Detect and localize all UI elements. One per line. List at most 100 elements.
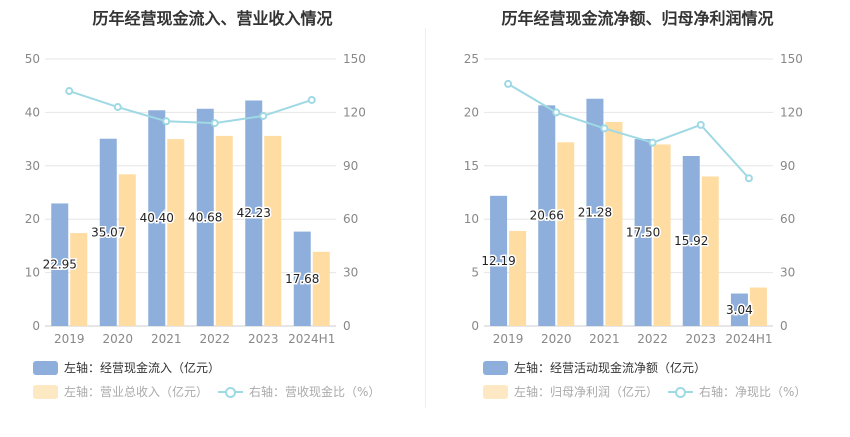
bar-series-1 bbox=[51, 203, 69, 326]
x-axis-tick-label: 2020 bbox=[102, 332, 133, 346]
ratio-line bbox=[68, 90, 313, 125]
right-axis-tick-label: 30 bbox=[343, 266, 358, 280]
bar-series-2 bbox=[215, 135, 233, 326]
legend-line-icon bbox=[668, 385, 693, 399]
x-axis-tick-label: 2021 bbox=[151, 332, 182, 346]
bar-data-label: 17.68 bbox=[285, 272, 319, 286]
legend-label: 左轴：营业总收入（亿元） bbox=[64, 385, 209, 399]
ratio-line-point bbox=[744, 174, 753, 183]
bar-series-1 bbox=[586, 98, 604, 326]
bar-series-2 bbox=[264, 135, 282, 326]
x-axis-tick-label: 2023 bbox=[685, 332, 716, 346]
left-axis-tick-label: 20 bbox=[464, 105, 479, 119]
bar-data-label: 17.50 bbox=[626, 226, 660, 240]
right-axis-tick-label: 60 bbox=[780, 212, 795, 226]
chart-title: 历年经营现金流净额、归母净利润情况 bbox=[501, 9, 774, 28]
bar-data-label: 20.66 bbox=[530, 209, 564, 223]
chart-panel-cashflow-revenue: 历年经营现金流入、营业收入情况 0 10 20 30 40 50 0 30 60 90 120 150… bbox=[25, 9, 381, 400]
chart-panel-netcash-profit: 历年经营现金流净额、归母净利润情况 0 5 10 15 20 25 0 30 60 90 120 15… bbox=[425, 0, 850, 437]
ratio-line-point bbox=[552, 108, 561, 117]
x-axis-tick-label: 2019 bbox=[54, 332, 85, 346]
bar-series-1 bbox=[634, 139, 652, 326]
ratio-line-point bbox=[307, 95, 316, 104]
bar-series-2 bbox=[509, 230, 527, 326]
bar-series-1 bbox=[148, 110, 166, 326]
x-axis-tick-label: 2021 bbox=[589, 332, 620, 346]
legend-swatch-bar-blue bbox=[483, 360, 508, 375]
bar-series-1 bbox=[245, 100, 263, 327]
bar-series-1 bbox=[538, 105, 556, 326]
right-axis-tick-label: 150 bbox=[780, 52, 803, 66]
ratio-line-point bbox=[65, 87, 74, 96]
bar-series-1 bbox=[490, 195, 508, 326]
bar-series-2 bbox=[70, 233, 88, 326]
legend-swatch-bar-yellow bbox=[483, 384, 508, 399]
bar-data-label: 40.68 bbox=[188, 210, 222, 224]
left-axis-tick-label: 0 bbox=[32, 319, 40, 333]
legend-swatch-bar-yellow bbox=[33, 384, 58, 399]
right-axis-tick-label: 90 bbox=[343, 159, 358, 173]
legend-label: 左轴：归母净利润（亿元） bbox=[514, 385, 659, 399]
ratio-line-point bbox=[113, 103, 122, 112]
left-axis-tick-label: 50 bbox=[25, 52, 40, 66]
bar-series-2 bbox=[557, 142, 575, 326]
chart-svg-netcash-profit: 0 5 10 15 20 25 0 30 60 90 120 150 2019 2020 2021 2022 2… bbox=[464, 52, 803, 346]
legend-label: 右轴：营收现金比（%） bbox=[249, 385, 381, 399]
x-axis-tick-label: 2022 bbox=[199, 332, 230, 346]
left-axis-tick-label: 15 bbox=[464, 159, 479, 173]
x-axis-tick-label: 2023 bbox=[248, 332, 279, 346]
bar-series-1 bbox=[293, 231, 311, 326]
right-axis-tick-label: 150 bbox=[343, 52, 366, 66]
ratio-line-point bbox=[504, 79, 513, 88]
legend-item-revenue[interactable]: 左轴：营业总收入（亿元） bbox=[33, 383, 208, 400]
ratio-line bbox=[507, 83, 750, 179]
left-axis-tick-label: 30 bbox=[25, 159, 40, 173]
bar-series-1 bbox=[682, 155, 700, 326]
left-axis-tick-label: 25 bbox=[464, 52, 479, 66]
bar-series-2 bbox=[167, 139, 185, 326]
right-axis-tick-label: 120 bbox=[343, 105, 366, 119]
legend-item-net-profit[interactable]: 左轴：归母净利润（亿元） bbox=[483, 383, 658, 400]
bar-series-2 bbox=[701, 176, 719, 326]
bar-series-2 bbox=[118, 174, 136, 326]
bar-series-1 bbox=[196, 108, 214, 326]
panel-divider bbox=[425, 28, 426, 408]
bar-data-label: 22.95 bbox=[43, 258, 77, 272]
left-axis-tick-label: 5 bbox=[471, 266, 479, 280]
legend-item-net-cash[interactable]: 左轴：经营活动现金流净额（亿元） bbox=[483, 359, 706, 376]
ratio-line-point bbox=[696, 120, 705, 129]
right-axis-tick-label: 30 bbox=[780, 266, 795, 280]
chart-title: 历年经营现金流入、营业收入情况 bbox=[92, 9, 333, 28]
ratio-line-point bbox=[600, 124, 609, 133]
x-axis-tick-label: 2022 bbox=[637, 332, 668, 346]
legend-item-ratio-line[interactable]: 右轴：净现比（%） bbox=[668, 383, 806, 400]
legend-label: 左轴：经营现金流入（亿元） bbox=[64, 361, 221, 375]
left-axis-tick-label: 20 bbox=[25, 212, 40, 226]
right-axis-tick-label: 60 bbox=[343, 212, 358, 226]
bar-series-2 bbox=[312, 251, 330, 326]
ratio-line-point bbox=[259, 111, 268, 120]
left-axis-tick-label: 0 bbox=[471, 319, 479, 333]
legend-item-ratio-line[interactable]: 右轴：营收现金比（%） bbox=[218, 383, 380, 400]
bar-data-label: 12.19 bbox=[481, 254, 515, 268]
x-axis-tick-label: 2024H1 bbox=[288, 332, 335, 346]
right-axis-tick-label: 120 bbox=[780, 105, 803, 119]
right-axis-tick-label: 90 bbox=[780, 159, 795, 173]
ratio-line-point bbox=[648, 138, 657, 147]
x-axis-tick-label: 2019 bbox=[493, 332, 524, 346]
bar-series-2 bbox=[653, 144, 671, 326]
x-axis-tick-label: 2020 bbox=[541, 332, 572, 346]
ratio-line-point bbox=[210, 119, 219, 128]
right-axis-tick-label: 0 bbox=[780, 319, 788, 333]
legend-item-cash-inflow[interactable]: 左轴：经营现金流入（亿元） bbox=[33, 359, 220, 376]
chart-svg-cashflow-revenue: 0 10 20 30 40 50 0 30 60 90 120 150 2019 2020 2021 2022… bbox=[25, 52, 366, 346]
legend-label: 右轴：净现比（%） bbox=[699, 385, 807, 399]
left-axis-tick-label: 40 bbox=[25, 105, 40, 119]
left-axis-tick-label: 10 bbox=[464, 212, 479, 226]
x-axis-tick-label: 2024H1 bbox=[725, 332, 772, 346]
bar-data-label: 21.28 bbox=[578, 205, 612, 219]
bar-data-label: 15.92 bbox=[674, 234, 708, 248]
right-axis-tick-label: 0 bbox=[343, 319, 351, 333]
ratio-line-point bbox=[162, 117, 171, 126]
